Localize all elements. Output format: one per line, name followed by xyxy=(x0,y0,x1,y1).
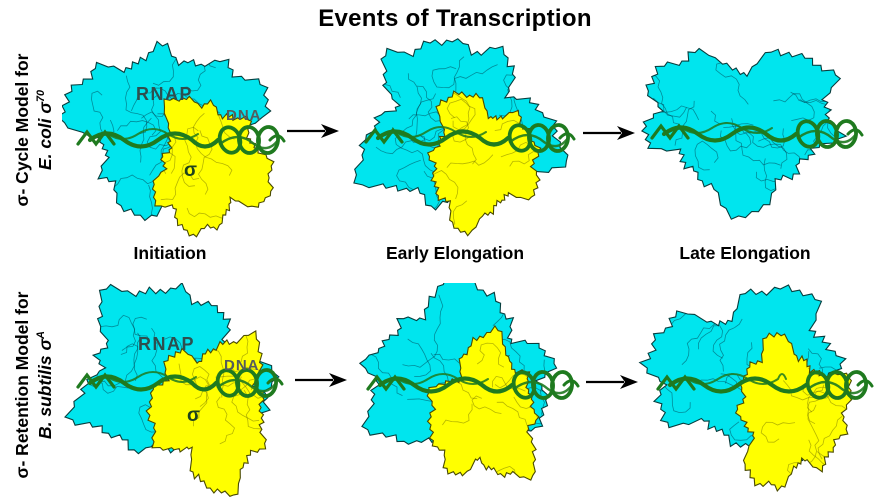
model-label-sigma-retention: σ- Retention Model for B. subtilis σA xyxy=(11,270,69,500)
arrow-right-icon xyxy=(295,373,347,387)
figure-title: Events of Transcription xyxy=(318,5,592,32)
molecule-cycle-early-elongation xyxy=(353,38,576,237)
rnap-label: RNAP xyxy=(138,334,196,354)
dna-label: DNA xyxy=(224,357,260,374)
molecule-cycle-initiation xyxy=(62,40,286,238)
model-cycle-sup: 70 xyxy=(34,89,47,103)
sigma-label: σ xyxy=(184,160,197,181)
model-retention-sup: A xyxy=(34,331,47,339)
dna-label: DNA xyxy=(226,107,262,124)
molecule-retention-late-elongation xyxy=(638,284,874,493)
arrow-right-icon xyxy=(583,126,635,140)
sigma-label: σ xyxy=(187,405,200,426)
arrow-right-icon xyxy=(586,375,638,389)
arrow-right-icon xyxy=(287,124,339,138)
molecule-retention-initiation xyxy=(64,283,284,497)
model-label-sigma-cycle: σ- Cycle Model for E. coli σ70 xyxy=(11,35,69,225)
model-cycle-line1: σ- Cycle Model for xyxy=(12,53,32,207)
model-retention-line1: σ- Retention Model for xyxy=(12,291,32,479)
molecule-retention-early-elongation xyxy=(358,283,580,481)
stage-label-early-elongation: Early Elongation xyxy=(385,243,525,263)
model-cycle-organism: E. coli σ xyxy=(34,102,55,171)
model-retention-organism: B. subtilis σ xyxy=(34,338,55,439)
stage-label-late-elongation: Late Elongation xyxy=(679,243,811,263)
model-cycle-line2: E. coli σ70 xyxy=(34,35,57,225)
stage-label-initiation: Initiation xyxy=(133,243,207,263)
molecule-cycle-late-elongation xyxy=(640,47,864,220)
rnap-label: RNAP xyxy=(136,84,194,104)
model-retention-line2: B. subtilis σA xyxy=(34,270,57,500)
